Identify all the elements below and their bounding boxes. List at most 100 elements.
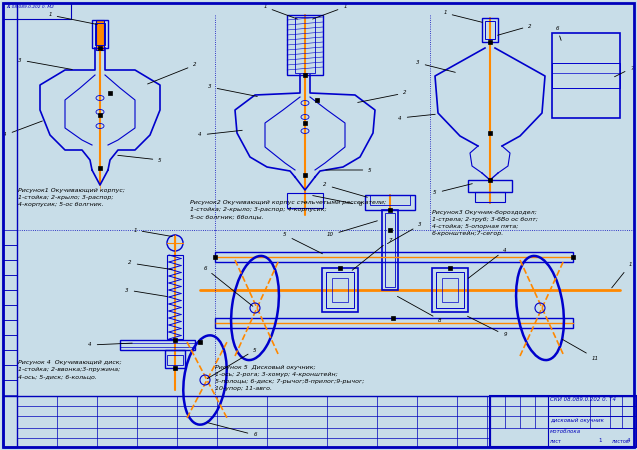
Bar (571, 255, 575, 259)
Bar (436, 272, 464, 308)
Text: 2: 2 (358, 90, 407, 103)
Text: 6: 6 (208, 423, 257, 437)
Bar (552, 33, 620, 118)
Bar (388, 208, 392, 212)
Bar (490, 396, 637, 447)
Bar (552, 63, 620, 88)
Bar (485, 21, 495, 39)
Bar (3, 320, 17, 335)
Bar (488, 40, 492, 44)
Text: 1: 1 (612, 262, 632, 288)
Bar (3, 365, 17, 380)
Bar (92, 20, 108, 48)
Text: Рисунок 5  Дисковый окучник;
1-ось; 2-рога; 3-хомур; 4-кронштейн;
5-полоцы; 6-ди: Рисунок 5 Дисковый окучник; 1-ось; 2-рог… (215, 365, 364, 391)
Bar (215, 318, 573, 328)
Text: 7: 7 (352, 238, 392, 270)
Text: 6: 6 (203, 266, 253, 306)
Bar (385, 213, 395, 287)
Bar (3, 3, 71, 19)
Text: СКЙ 08.089.0.202 0. Т4: СКЙ 08.089.0.202 0. Т4 (550, 397, 616, 402)
Text: дисковый окучник: дисковый окучник (550, 418, 604, 423)
Bar (3, 260, 17, 275)
Bar (488, 131, 492, 135)
Bar (287, 193, 323, 208)
Bar (490, 396, 548, 447)
Bar (3, 335, 17, 350)
Text: 4: 4 (3, 121, 43, 138)
Text: 5: 5 (118, 155, 162, 162)
Text: ...: ... (302, 198, 308, 204)
Bar (287, 15, 323, 75)
Bar (391, 316, 395, 320)
Bar (326, 272, 354, 308)
Bar (432, 268, 468, 312)
Text: 2: 2 (323, 183, 368, 197)
Text: 1: 1 (313, 4, 347, 19)
Text: лист: лист (550, 439, 562, 444)
Bar (173, 366, 177, 370)
Bar (108, 91, 112, 95)
Bar (488, 178, 492, 182)
Bar (198, 340, 202, 344)
Text: 3: 3 (208, 85, 257, 96)
Text: 5: 5 (433, 184, 472, 195)
Bar (120, 343, 195, 347)
Bar (303, 173, 307, 177)
Bar (3, 380, 17, 395)
Text: 3: 3 (18, 58, 72, 69)
Text: 5: 5 (283, 233, 322, 254)
Bar (3, 245, 17, 260)
Bar (98, 46, 102, 50)
Bar (167, 355, 183, 365)
Bar (173, 338, 177, 342)
Bar (3, 396, 634, 447)
Bar (3, 3, 17, 447)
Bar (370, 195, 410, 205)
Text: 10: 10 (327, 221, 377, 238)
Text: 2: 2 (148, 63, 197, 84)
Bar (3, 230, 17, 245)
Bar (120, 340, 195, 350)
Text: 3: 3 (125, 288, 168, 297)
Bar (303, 121, 307, 125)
Text: 1: 1 (48, 13, 97, 24)
Text: 1: 1 (263, 4, 297, 19)
Text: 6: 6 (555, 26, 561, 40)
Text: Рисунок2 Окучивающий корпус стельчетыми рассекатели;
1-стойка; 2-крыло; 3-распор: Рисунок2 Окучивающий корпус стельчетыми … (190, 200, 386, 219)
Bar (3, 290, 17, 305)
Text: 4: 4 (398, 114, 435, 121)
Bar (3, 350, 17, 365)
Text: 7: 7 (615, 66, 634, 77)
Text: мотоблока: мотоблока (550, 429, 581, 434)
Text: 9: 9 (468, 316, 507, 338)
Text: 6: 6 (313, 196, 362, 207)
Text: 1: 1 (598, 438, 602, 443)
Text: 3: 3 (416, 60, 455, 72)
Bar (3, 275, 17, 290)
Bar (295, 17, 315, 73)
Bar (338, 266, 342, 270)
Text: 11: 11 (562, 339, 599, 360)
Text: листов: листов (612, 439, 630, 444)
Text: 4: 4 (89, 342, 132, 347)
Bar (482, 18, 498, 42)
Text: 1: 1 (133, 228, 172, 237)
Text: 5: 5 (326, 167, 372, 172)
Bar (95, 23, 105, 45)
Text: 2: 2 (128, 261, 172, 270)
Text: 4: 4 (198, 130, 242, 138)
Bar (215, 252, 573, 262)
Bar (315, 98, 319, 102)
Bar (213, 255, 217, 259)
Bar (382, 210, 398, 290)
Text: Рисунок3 Окучник-бороздодел;
1-стрела; 2-труб; 3-6Во ос болт;
4-стойка; 5-опорна: Рисунок3 Окучник-бороздодел; 1-стрела; 2… (432, 210, 538, 236)
Bar (388, 228, 392, 232)
Text: 5: 5 (208, 347, 257, 378)
Bar (475, 192, 505, 202)
Bar (3, 305, 17, 320)
Text: Рисунок1 Окучивающий корпус;
1-стойка; 2-крыло; 3-распор;
4-корпусик; 5-ос болгн: Рисунок1 Окучивающий корпус; 1-стойка; 2… (18, 188, 125, 207)
Bar (98, 166, 102, 170)
Text: 1: 1 (443, 10, 482, 22)
Bar (448, 266, 452, 270)
Bar (98, 113, 102, 117)
